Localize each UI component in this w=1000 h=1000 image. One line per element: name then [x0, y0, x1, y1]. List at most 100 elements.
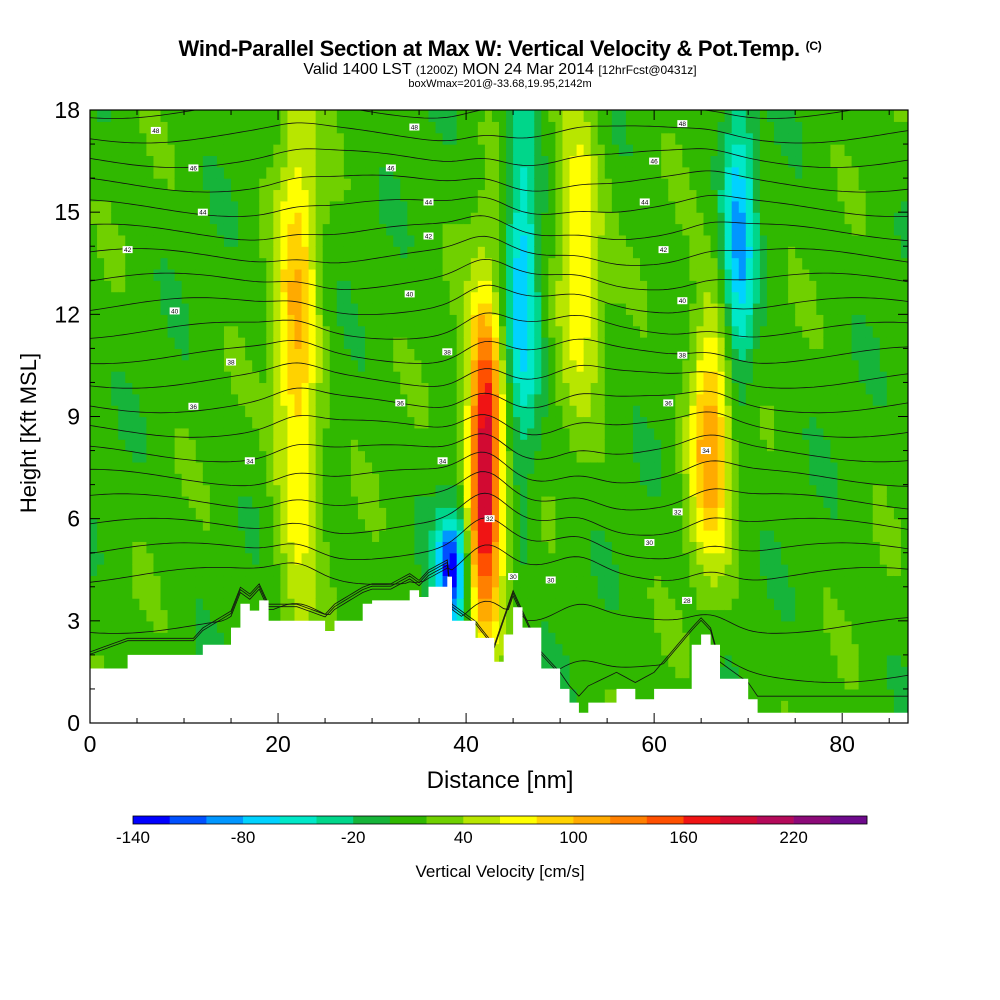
field-cell: [675, 359, 683, 372]
field-cell: [456, 348, 465, 361]
field-cell: [717, 620, 726, 633]
field-cell: [435, 495, 444, 508]
field-cell: [421, 246, 430, 259]
field-cell: [308, 564, 317, 577]
field-cell: [618, 280, 627, 293]
field-cell: [618, 677, 627, 690]
field-cell: [541, 495, 549, 508]
field-cell: [555, 405, 564, 418]
field-cell: [245, 552, 253, 565]
field-cell: [223, 280, 232, 293]
field-cell: [604, 234, 613, 247]
field-cell: [590, 541, 599, 554]
field-cell: [97, 178, 105, 191]
field-cell: [245, 461, 253, 474]
field-cell: [273, 541, 281, 554]
field-cell: [407, 393, 415, 406]
field-cell: [160, 359, 169, 372]
field-cell: [245, 348, 253, 361]
field-cell: [682, 234, 690, 247]
field-cell: [604, 291, 613, 304]
field-cell: [231, 268, 239, 281]
field-cell: [280, 212, 289, 225]
field-cell: [689, 200, 698, 213]
field-cell: [301, 450, 310, 463]
field-cell: [506, 325, 514, 338]
field-cell: [520, 507, 528, 520]
field-cell: [223, 382, 232, 395]
field-cell: [329, 178, 338, 191]
field-cell: [506, 575, 514, 588]
field-cell: [118, 405, 126, 418]
field-cell: [153, 257, 162, 270]
field-cell: [400, 473, 408, 486]
field-cell: [527, 246, 535, 259]
field-cell: [640, 166, 648, 179]
field-cell: [188, 280, 197, 293]
field-cell: [97, 427, 105, 440]
field-cell: [668, 495, 676, 508]
field-cell: [738, 598, 747, 611]
field-cell: [245, 178, 253, 191]
field-cell: [477, 552, 486, 565]
field-cell: [562, 552, 571, 565]
field-cell: [365, 393, 373, 406]
field-cell: [407, 337, 415, 349]
field-cell: [442, 178, 451, 191]
field-cell: [315, 132, 324, 145]
field-cell: [146, 564, 155, 577]
field-cell: [477, 166, 486, 179]
field-cell: [590, 609, 599, 622]
field-cell: [576, 643, 585, 656]
field-cell: [647, 495, 655, 508]
field-cell: [611, 575, 620, 588]
field-cell: [294, 280, 303, 293]
field-cell: [336, 575, 345, 588]
field-cell: [675, 461, 683, 474]
field-cell: [710, 110, 719, 122]
field-cell: [632, 359, 641, 372]
field-cell: [336, 564, 345, 577]
field-cell: [365, 302, 373, 315]
field-cell: [146, 484, 155, 497]
field-cell: [195, 359, 204, 372]
field-cell: [618, 200, 627, 213]
field-cell: [336, 473, 345, 486]
field-cell: [597, 382, 606, 395]
field-cell: [632, 189, 641, 202]
field-cell: [125, 337, 133, 349]
field-cell: [484, 280, 493, 293]
field-cell: [625, 280, 634, 293]
field-cell: [675, 223, 683, 236]
field-cell: [632, 484, 641, 497]
field-cell: [597, 121, 606, 134]
field-cell: [188, 564, 197, 577]
field-cell: [689, 586, 698, 599]
field-cell: [484, 234, 493, 247]
field-cell: [195, 189, 204, 202]
field-cell: [287, 132, 296, 145]
field-cell: [661, 530, 669, 542]
field-cell: [611, 393, 620, 406]
field-cell: [675, 575, 683, 588]
field-cell: [160, 246, 169, 259]
field-cell: [301, 337, 310, 349]
field-cell: [541, 632, 549, 645]
field-cell: [562, 359, 571, 372]
field-cell: [294, 268, 303, 281]
field-cell: [181, 110, 190, 122]
field-cell: [640, 473, 648, 486]
field-cell: [499, 223, 507, 236]
field-cell: [315, 382, 324, 395]
field-cell: [167, 359, 176, 372]
field-cell: [625, 666, 634, 679]
field-cell: [499, 473, 507, 486]
field-cell: [625, 450, 634, 463]
field-cell: [661, 507, 669, 520]
field-cell: [625, 257, 634, 270]
field-cell: [520, 575, 528, 588]
field-cell: [428, 518, 437, 531]
field-cell: [118, 110, 126, 122]
field-cell: [231, 178, 239, 191]
field-cell: [259, 314, 267, 327]
